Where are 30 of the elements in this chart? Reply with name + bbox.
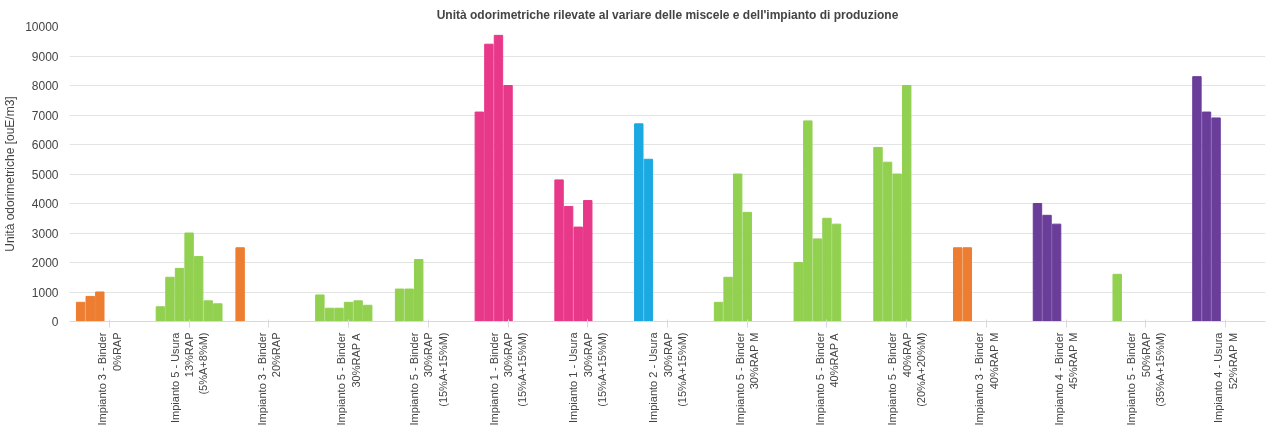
x-tick-label: Impianto 5 - Binder 40%RAP A: [813, 332, 841, 426]
y-tick-label: 7000: [31, 108, 59, 123]
x-tick-label: Impianto 2 - Usura 30%RAP (15%A+15%M): [647, 331, 688, 423]
y-tick-label: 2000: [31, 256, 59, 270]
y-tick-label: 9000: [31, 49, 59, 64]
y-tick-label: 4000: [31, 197, 59, 211]
x-tick-label: Impianto 4 - Binder 45%RAP M: [1052, 332, 1080, 426]
x-tick-label: Impianto 3 - Binder 20%RAP: [255, 332, 283, 426]
x-tick-label: Impianto 4 - Usura 52%RAP M: [1212, 331, 1239, 423]
x-tick-label: Impianto 5 - Binder 50%RAP (35%A+15%M): [1125, 332, 1167, 426]
y-tick-label: 8000: [31, 79, 59, 93]
y-axis-title: Unità odorimetriche [ouE/m3]: [3, 96, 18, 252]
x-tick-label: Impianto 1 - Usura 30%RAP (15%A+15%M): [567, 331, 609, 423]
x-tick-label: Impianto 1 - Binder 30%RAP (15%A+15%M): [487, 332, 529, 426]
bar: [235, 247, 245, 322]
y-tick-label: 3000: [31, 226, 59, 241]
x-tick-label: Impianto 3 - Binder 0%RAP: [96, 332, 123, 426]
chart-title: Unità odorimetriche rilevate al variare delle miscele e dell'impianto di produzione: [436, 7, 899, 22]
x-tick-label: Impianto 3 - Binder 40%RAP M: [973, 332, 1000, 426]
x-tick-label: Impianto 5 - Usura 13%RAP (5%A+8%M): [168, 331, 210, 423]
x-tick-label: Impianto 5 - Binder 30%RAP A: [335, 332, 362, 426]
x-tick-label: Impianto 5 - Binder 30%RAP (15%A+15%M): [407, 332, 449, 426]
x-tick-label: Impianto 5 - Binder 40%RAP (20%A+20%M): [886, 332, 928, 426]
y-tick-label: 0: [51, 315, 59, 329]
y-tick-label: 10000: [25, 20, 59, 34]
bar: [1112, 273, 1122, 322]
y-tick-label: 6000: [31, 138, 59, 152]
y-tick-label: 1000: [31, 285, 59, 300]
y-tick-label: 5000: [31, 167, 59, 182]
x-tick-label: Impianto 5 - Binder 30%RAP M: [734, 332, 761, 426]
